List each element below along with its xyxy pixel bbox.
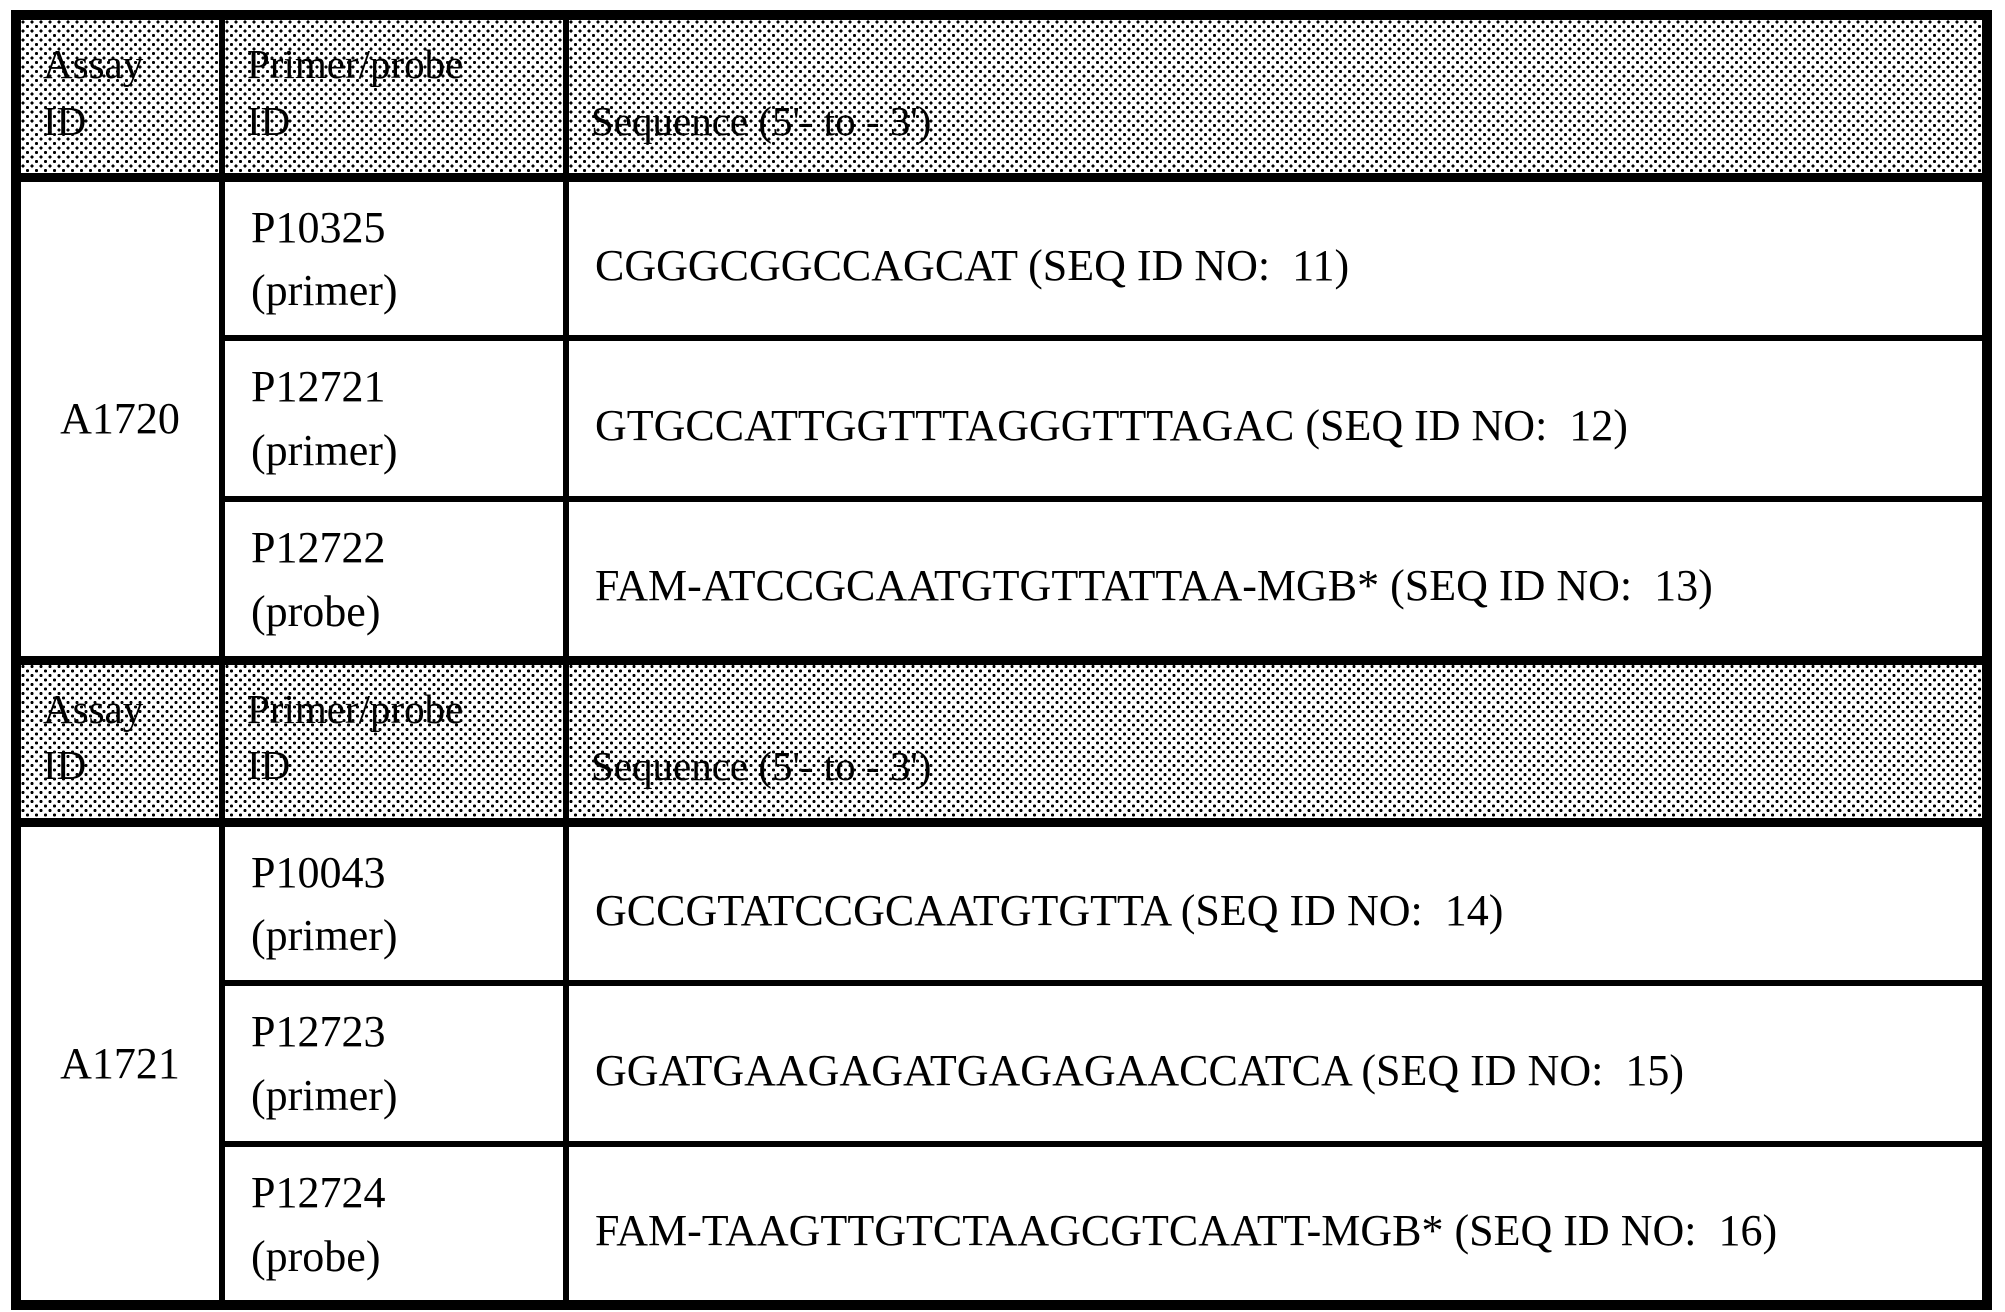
header-cell-primer-probe-id: Primer/probe ID [219,10,569,182]
table-row: P12721 (primer) GTGCCATTGGTTTAGGGTTTAGAC… [16,335,1990,502]
probe-id: P12724 [251,1168,386,1217]
table-row: A1721 P10043 (primer) GCCGTATCCGCAATGTGT… [13,819,1990,1308]
sequence-cell: GTGCCATTGGTTTAGGGTTTAGAC (SEQ ID NO: 12) [563,335,1990,502]
header-primer-line1: Primer/probe [247,685,464,732]
primer-id-cell: P10325 (primer) [219,174,569,341]
sequence-cell: GCCGTATCCGCAATGTGTTA (SEQ ID NO: 14) [563,819,1990,986]
primer-id: P12721 [251,362,386,411]
header-primer-line1: Primer/probe [247,41,464,87]
primer-type: (primer) [251,425,398,475]
primer-id: P10325 [251,202,386,252]
header-sequence-label: Sequence (5'- to - 3') [591,98,932,144]
header-sequence-spacer [591,681,1972,738]
header-cell-assay-id: Assay ID [13,10,225,182]
header-assay-line2: ID [43,97,87,144]
table-row: P12722 (probe) FAM-ATCCGCAATGTGTTATTAA-M… [16,496,1990,663]
primer-id-cell: P12721 (primer) [219,335,569,502]
assay-id-cell-a1720: A1720 [13,174,225,663]
primer-id: P10043 [251,847,386,897]
probe-type: (probe) [251,1231,381,1281]
probe-id: P12722 [251,523,386,572]
header-cell-sequence: Sequence (5'- to - 3') [563,655,1990,827]
sequence-cell: GGATGAAGAGATGAGAGAACCATCA (SEQ ID NO: 15… [563,980,1990,1147]
header-row-section-1: Assay ID Primer/probe ID Sequence (5'- t… [13,10,1990,182]
header-cell-sequence: Sequence (5'- to - 3') [563,10,1990,182]
table-row: A1720 P10325 (primer) CGGGCGGCCAGCAT (SE… [13,174,1990,663]
header-sequence-spacer [591,36,1972,93]
primer-id: P12723 [251,1007,386,1056]
probe-id-cell: P12724 (probe) [219,1141,569,1308]
header-row-section-2: Assay ID Primer/probe ID Sequence (5'- t… [13,655,1990,827]
primer-type: (primer) [251,911,398,961]
sequence-cell: CGGGCGGCCAGCAT (SEQ ID NO: 11) [563,174,1990,341]
primer-probe-sequence-table: Assay ID Primer/probe ID Sequence (5'- t… [11,10,1992,1310]
table-row: P12723 (primer) GGATGAAGAGATGAGAGAACCATC… [16,980,1990,1147]
header-assay-line1: Assay [43,685,144,732]
header-cell-assay-id: Assay ID [13,655,225,827]
table-row: P12724 (probe) FAM-TAAGTTGTCTAAGCGTCAATT… [16,1141,1990,1308]
primer-type: (primer) [251,266,398,316]
probe-id-cell: P12722 (probe) [219,496,569,663]
primer-id-cell: P10043 (primer) [219,819,569,986]
sequence-cell: FAM-ATCCGCAATGTGTTATTAA-MGB* (SEQ ID NO:… [563,496,1990,663]
header-sequence-label: Sequence (5'- to - 3') [591,742,932,789]
assay-id-cell-a1721: A1721 [13,819,225,1308]
primer-type: (primer) [251,1070,398,1120]
probe-type: (probe) [251,586,381,636]
header-primer-line2: ID [247,97,291,144]
header-assay-line1: Assay [43,41,144,87]
header-primer-line2: ID [247,742,291,789]
header-assay-line2: ID [43,742,87,789]
primer-id-cell: P12723 (primer) [219,980,569,1147]
sequence-cell: FAM-TAAGTTGTCTAAGCGTCAATT-MGB* (SEQ ID N… [563,1141,1990,1308]
header-cell-primer-probe-id: Primer/probe ID [219,655,569,827]
